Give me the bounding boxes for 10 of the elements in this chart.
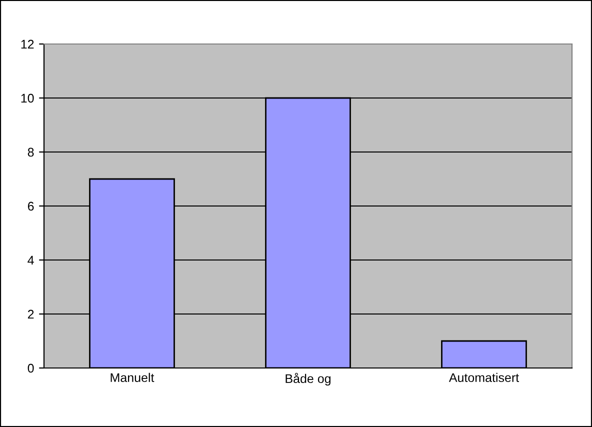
y-tick-label: 6 [28, 202, 34, 211]
y-tick-label: 2 [28, 310, 34, 319]
y-tick-label: 4 [28, 256, 34, 265]
y-tick-label: 12 [21, 40, 34, 49]
y-tick-label: 0 [28, 364, 34, 373]
x-tick-label: Automatisert [448, 372, 519, 382]
y-tick-label: 10 [21, 94, 34, 103]
y-tick-label: 8 [28, 148, 34, 157]
x-tick-label: Både og [286, 372, 330, 386]
x-tick-label: Manuelt [110, 372, 154, 382]
